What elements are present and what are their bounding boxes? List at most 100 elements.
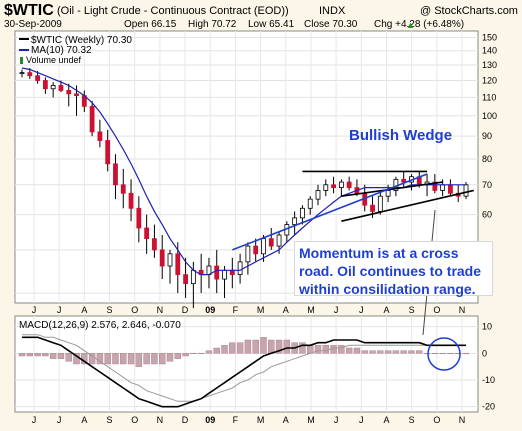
price-y-tick: 90 (482, 131, 492, 141)
macd-x-tick: N (459, 415, 466, 425)
trendline-wedge_lower_black (341, 189, 474, 222)
candle-body (300, 207, 305, 219)
macd-signal-line (22, 334, 466, 402)
price-x-tick: 09 (205, 305, 215, 315)
candle-body (97, 131, 103, 141)
macd-line (22, 336, 466, 408)
macd-x-tick: S (107, 415, 113, 425)
macd-histogram-bar (104, 353, 111, 365)
price-y-tick: 140 (482, 46, 497, 56)
candle-body (307, 198, 313, 209)
price-y-tick: 150 (482, 32, 497, 42)
price-x-tick: J (32, 305, 37, 315)
candle-body (222, 269, 227, 280)
candle-body (276, 234, 282, 247)
macd-histogram-bar (57, 353, 65, 359)
macd-y-tick: -20 (482, 402, 495, 412)
price-x-tick: O (131, 305, 138, 315)
macd-x-tick: J (334, 415, 339, 425)
legend-volume-swatch (20, 57, 23, 64)
candle-body (159, 249, 165, 267)
candle-body (19, 72, 25, 75)
legend-volume: Volume undef (26, 55, 82, 65)
copyright: @ StockCharts.com (420, 5, 518, 17)
candle-body (50, 85, 56, 90)
price-x-tick: S (107, 305, 113, 315)
price-x-tick: M (307, 305, 315, 315)
macd-histogram-bar (166, 353, 174, 362)
macd-x-tick: J (32, 415, 37, 425)
macd-histogram-bar (49, 353, 57, 359)
price-x-tick: A (81, 305, 87, 315)
candle-body (152, 238, 157, 251)
low-value: Low 65.41 (248, 19, 295, 30)
macd-y-tick: -10 (482, 375, 495, 385)
macd-histogram-bar (423, 353, 431, 355)
candle-body (190, 269, 196, 285)
macd-histogram-bar (65, 353, 72, 362)
macd-x-tick: J (359, 415, 364, 425)
macd-histogram-bar (377, 350, 384, 354)
candle-body (346, 181, 352, 188)
candle-body (448, 184, 453, 194)
candle-body (401, 178, 407, 183)
price-x-tick: D (182, 305, 189, 315)
macd-histogram-bar (416, 350, 423, 354)
macd-x-tick: F (233, 415, 239, 425)
candle-body (463, 184, 469, 197)
macd-x-tick: S (409, 415, 415, 425)
macd-histogram-bar (322, 345, 329, 354)
candle-body (74, 93, 79, 97)
macd-x-tick: M (257, 415, 265, 425)
candle-body (323, 184, 329, 191)
macd-histogram-bar (408, 350, 415, 354)
macd-histogram-bar (236, 342, 244, 354)
macd-histogram-bar (431, 353, 439, 355)
candle-body (35, 75, 40, 81)
chart-date: 30-Sep-2009 (4, 19, 62, 30)
macd-x-tick: A (383, 415, 389, 425)
close-value: Close 70.30 (304, 19, 358, 30)
macd-histogram-bar (330, 345, 337, 354)
macd-histogram-bar (213, 347, 220, 354)
price-y-tick: 130 (482, 60, 497, 70)
candle-body (253, 245, 259, 255)
price-y-tick: 100 (482, 111, 497, 121)
macd-histogram-bar (127, 353, 135, 365)
macd-histogram-bar (151, 353, 158, 365)
macd-x-tick: J (57, 415, 62, 425)
macd-y-tick: 0 (482, 348, 487, 358)
price-x-tick: N (459, 305, 466, 315)
candle-body (183, 274, 188, 285)
macd-histogram-bar (260, 337, 267, 354)
bullish-wedge-label: Bullish Wedge (349, 127, 453, 144)
macd-histogram-bar (18, 353, 26, 357)
candle-body (237, 261, 243, 276)
candle-body (245, 245, 251, 263)
macd-histogram-bar (392, 350, 400, 354)
price-x-tick: A (383, 305, 389, 315)
candle-body (42, 80, 48, 90)
macd-x-tick: N (157, 415, 164, 425)
candle-body (377, 195, 383, 212)
candle-body (385, 190, 391, 197)
macd-histogram-bar (299, 342, 306, 354)
price-x-tick: A (283, 305, 289, 315)
trendline-wedge_upper (341, 181, 443, 197)
price-y-tick: 120 (482, 76, 497, 86)
macd-histogram-bar (34, 353, 41, 357)
price-y-tick: 70 (482, 180, 492, 190)
candle-body (175, 253, 181, 276)
candle-body (261, 238, 266, 255)
macd-x-tick: D (182, 415, 189, 425)
macd-histogram-bar (174, 353, 181, 359)
macd-histogram-bar (42, 353, 49, 357)
candle-body (229, 269, 235, 276)
candle-body (370, 204, 375, 212)
candle-body (27, 72, 33, 77)
macd-histogram-bar (384, 350, 392, 354)
macd-histogram-bar (159, 353, 166, 365)
candle-body (144, 227, 150, 240)
macd-histogram-bar (143, 353, 150, 365)
